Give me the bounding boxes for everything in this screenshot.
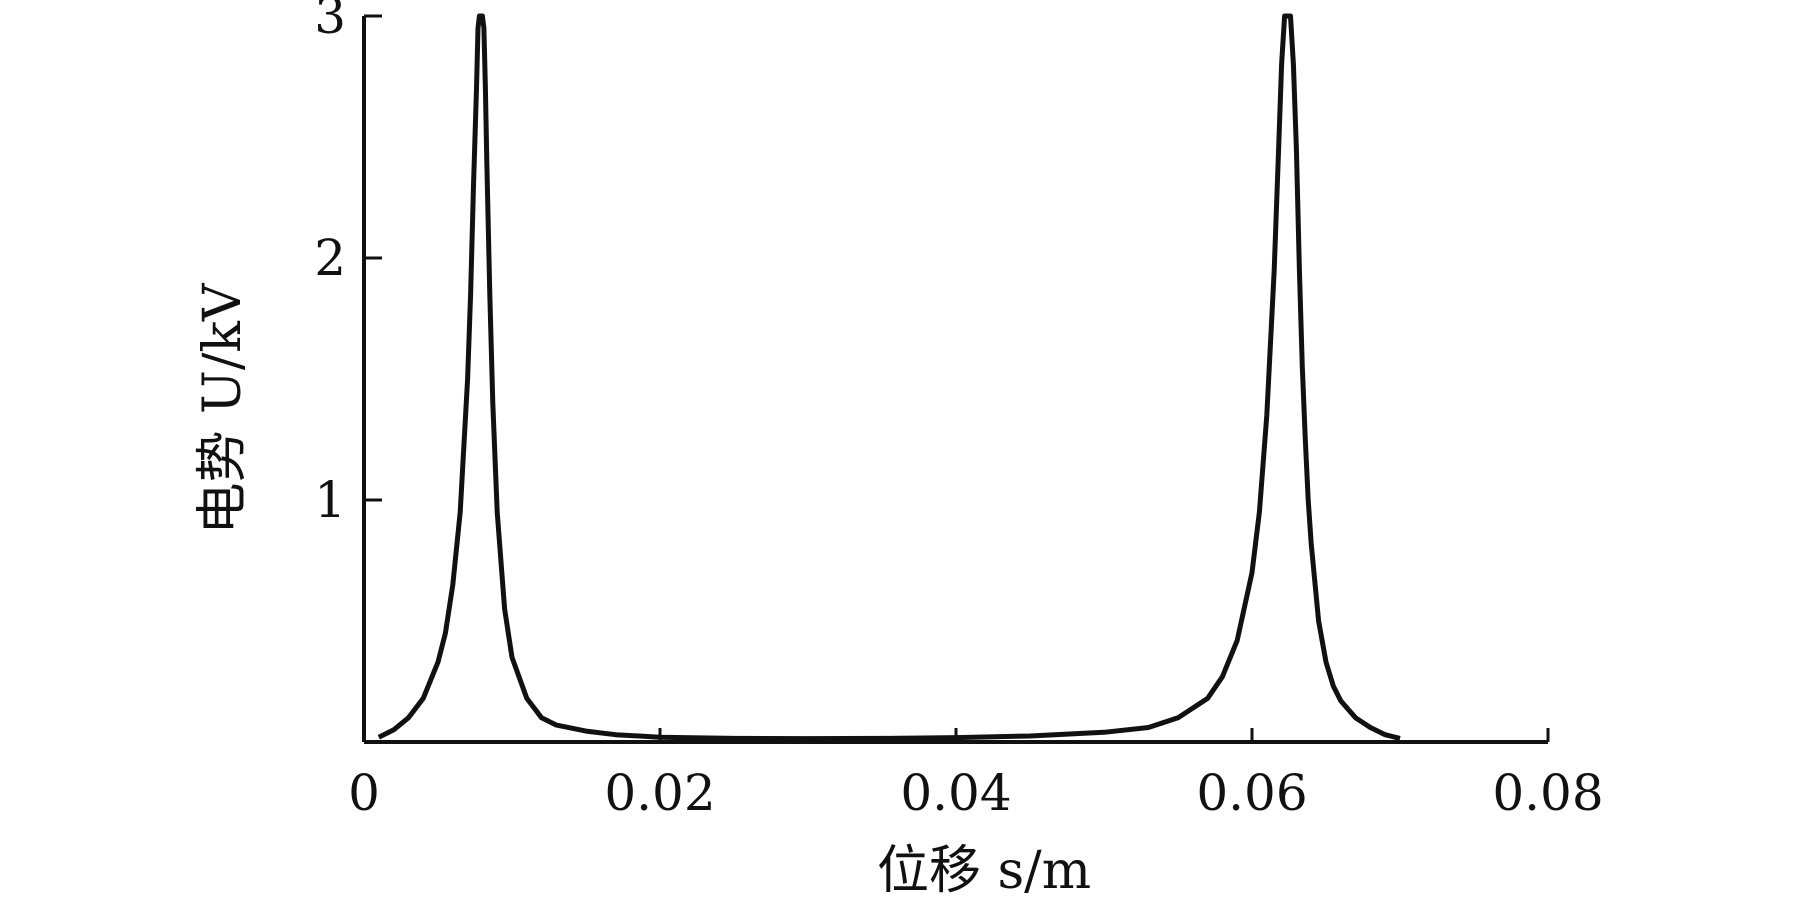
ticks bbox=[364, 14, 1550, 742]
x-tick-label: 0.08 bbox=[1492, 764, 1603, 822]
x-axis-title: 位移 s/m bbox=[877, 841, 1091, 901]
series bbox=[377, 13, 1401, 742]
tick-labels: 0 0.02 0.04 0.06 0.08 1 2 3 bbox=[314, 0, 1603, 822]
axes bbox=[362, 16, 1548, 744]
x-tick-label: 0 bbox=[348, 764, 380, 822]
series-line-1 bbox=[377, 13, 1401, 742]
y-tick-label: 2 bbox=[314, 229, 346, 287]
y-axis-title: 电势 U/kV bbox=[193, 282, 253, 534]
x-tick-label: 0.04 bbox=[900, 764, 1011, 822]
x-tick-label: 0.06 bbox=[1196, 764, 1307, 822]
y-tick-label: 1 bbox=[314, 471, 346, 529]
x-tick-label: 0.02 bbox=[604, 764, 715, 822]
y-tick-label: 3 bbox=[314, 0, 346, 45]
